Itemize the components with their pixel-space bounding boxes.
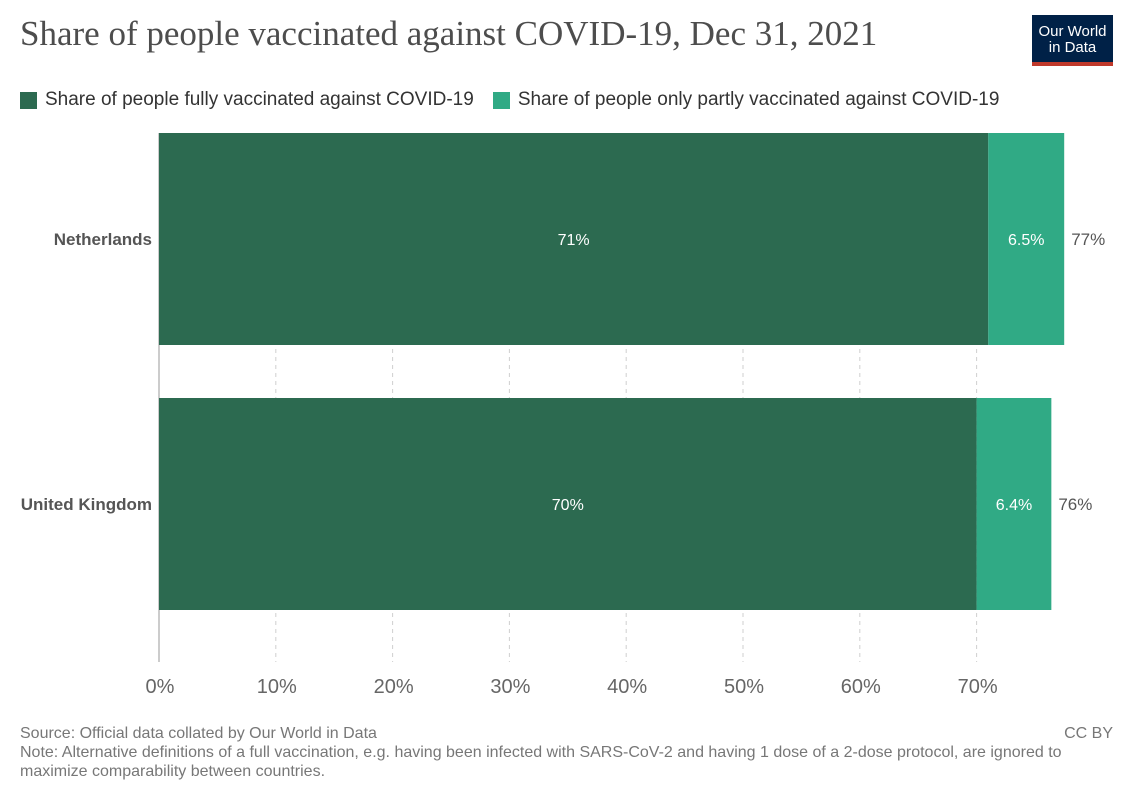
x-tick-label-30: 30% xyxy=(490,676,530,698)
logo-line-2: in Data xyxy=(1048,39,1097,56)
legend-item-partly[interactable]: Share of people only partly vaccinated a… xyxy=(492,89,1000,111)
legend-swatch-partly xyxy=(492,91,510,109)
legend-item-fully[interactable]: Share of people fully vaccinated against… xyxy=(20,89,474,111)
bar-value-label-partly-0: 6.5% xyxy=(1008,232,1044,249)
legend-label-fully: Share of people fully vaccinated against… xyxy=(45,89,474,110)
legend-label-partly: Share of people only partly vaccinated a… xyxy=(517,89,1000,110)
bar-total-label-1: 76% xyxy=(1058,495,1092,514)
x-tick-label-10: 10% xyxy=(257,676,297,698)
category-label-0: Netherlands xyxy=(54,230,152,249)
bar-total-label-0: 77% xyxy=(1071,230,1105,249)
legend-swatch-fully xyxy=(20,91,37,109)
license-text[interactable]: CC BY xyxy=(1064,725,1113,742)
chart-title: Share of people vaccinated against COVID… xyxy=(20,14,878,53)
category-label-1: United Kingdom xyxy=(21,495,152,514)
source-text: Source: Official data collated by Our Wo… xyxy=(20,725,377,742)
bar-partly-0 xyxy=(988,133,1065,345)
chart-legend: Share of people fully vaccinated against… xyxy=(20,89,1018,111)
bar-fully-1 xyxy=(159,398,977,610)
bar-value-label-fully-0: 71% xyxy=(558,232,590,249)
chart-footer: Source: Official data collated by Our Wo… xyxy=(20,724,1113,781)
bar-partly-1 xyxy=(976,398,1052,610)
owid-logo[interactable]: Our World in Data xyxy=(1032,15,1113,66)
note-text: Note: Alternative definitions of a full … xyxy=(20,744,1062,780)
x-tick-label-70: 70% xyxy=(958,676,998,698)
bar-value-label-partly-1: 6.4% xyxy=(996,497,1032,514)
x-tick-label-40: 40% xyxy=(607,676,647,698)
bar-fully-0 xyxy=(159,133,989,345)
logo-line-1: Our World xyxy=(1038,23,1107,40)
x-tick-label-50: 50% xyxy=(724,676,764,698)
x-tick-label-0: 0% xyxy=(146,676,175,698)
x-tick-label-20: 20% xyxy=(374,676,414,698)
bar-chart: 0% 10% 20% 30% 40% 50% 60% 70% 71% 6.5% 77% Netherl… xyxy=(21,133,1105,698)
bar-value-label-fully-1: 70% xyxy=(552,497,584,514)
x-tick-label-60: 60% xyxy=(841,676,881,698)
